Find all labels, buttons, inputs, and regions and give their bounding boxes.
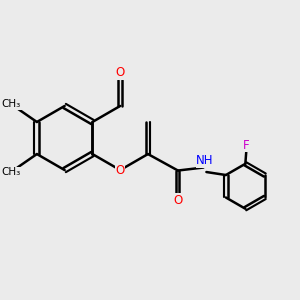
Text: F: F [243, 139, 250, 152]
Text: O: O [116, 164, 125, 177]
Text: CH₃: CH₃ [2, 99, 21, 109]
Text: NH: NH [196, 154, 214, 167]
Text: O: O [116, 67, 125, 80]
Text: O: O [173, 194, 183, 207]
Text: CH₃: CH₃ [2, 167, 21, 177]
